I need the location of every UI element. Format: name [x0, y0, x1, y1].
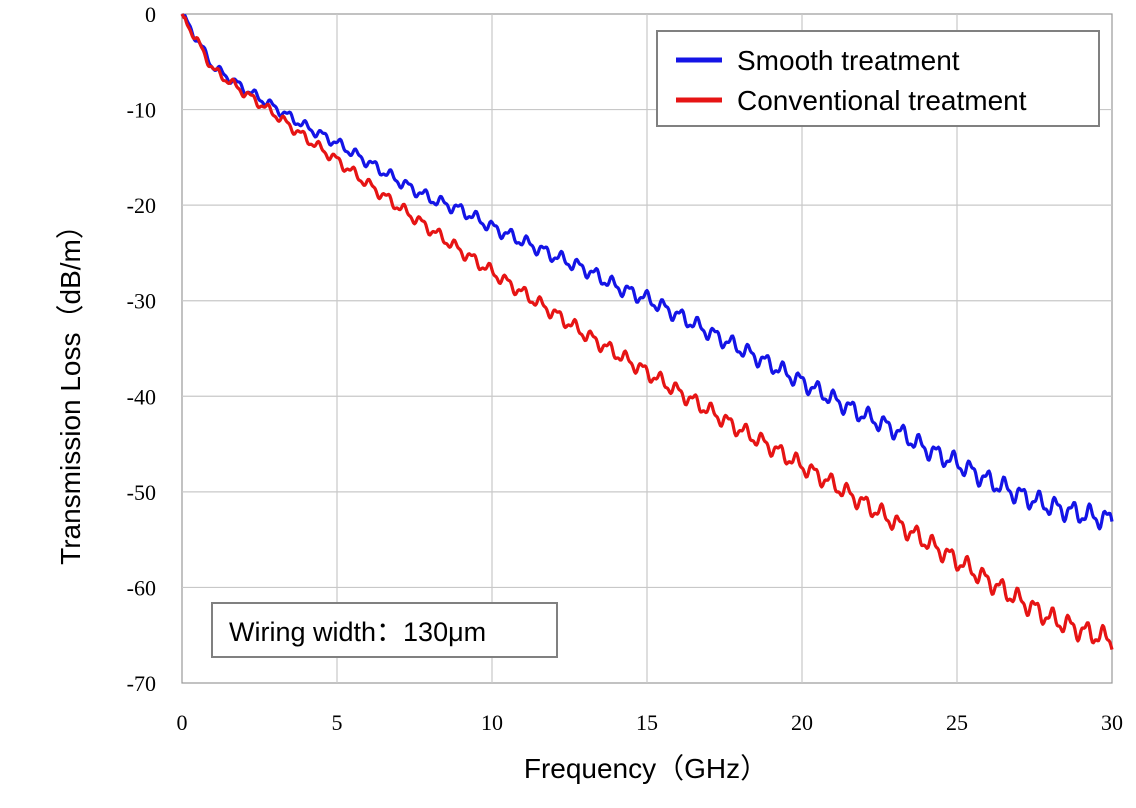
annotation-box: Wiring width：130μm [211, 602, 558, 658]
legend-box [656, 30, 1100, 127]
y-tick-label: -70 [127, 671, 156, 696]
legend-label-conventional: Conventional treatment [737, 85, 1027, 116]
annotation-frame [211, 602, 558, 658]
x-tick-label: 15 [636, 710, 658, 735]
y-tick-label: -30 [127, 289, 156, 314]
x-tick-label: 20 [791, 710, 813, 735]
x-tick-label: 5 [332, 710, 343, 735]
legend: Smooth treatment Conventional treatment [656, 30, 1100, 127]
y-tick-label: -40 [127, 384, 156, 409]
y-tick-label: -60 [127, 575, 156, 600]
x-tick-labels: 0 5 10 15 20 25 30 [177, 710, 1124, 735]
y-tick-label: 0 [145, 2, 156, 27]
x-tick-label: 25 [946, 710, 968, 735]
series-line-smooth [180, 13, 1114, 531]
y-tick-label: -20 [127, 193, 156, 218]
series-line-conventional [180, 13, 1114, 650]
annotation-text: Wiring width：130μm [229, 617, 486, 647]
x-tick-label: 10 [481, 710, 503, 735]
y-tick-labels: 0 -10 -20 -30 -40 -50 -60 -70 [127, 2, 156, 696]
series-lines [180, 13, 1114, 650]
x-axis-title: Frequency（GHz） [524, 753, 768, 784]
legend-label-smooth: Smooth treatment [737, 45, 960, 76]
y-tick-label: -50 [127, 480, 156, 505]
y-tick-label: -10 [127, 98, 156, 123]
y-axis-title: Transmission Loss（dB/m） [55, 211, 86, 565]
x-tick-label: 0 [177, 710, 188, 735]
x-tick-label: 30 [1101, 710, 1123, 735]
